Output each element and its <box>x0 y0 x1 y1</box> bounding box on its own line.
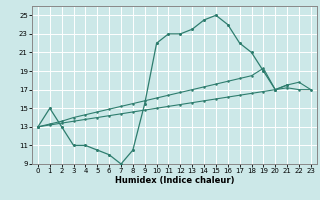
X-axis label: Humidex (Indice chaleur): Humidex (Indice chaleur) <box>115 176 234 185</box>
